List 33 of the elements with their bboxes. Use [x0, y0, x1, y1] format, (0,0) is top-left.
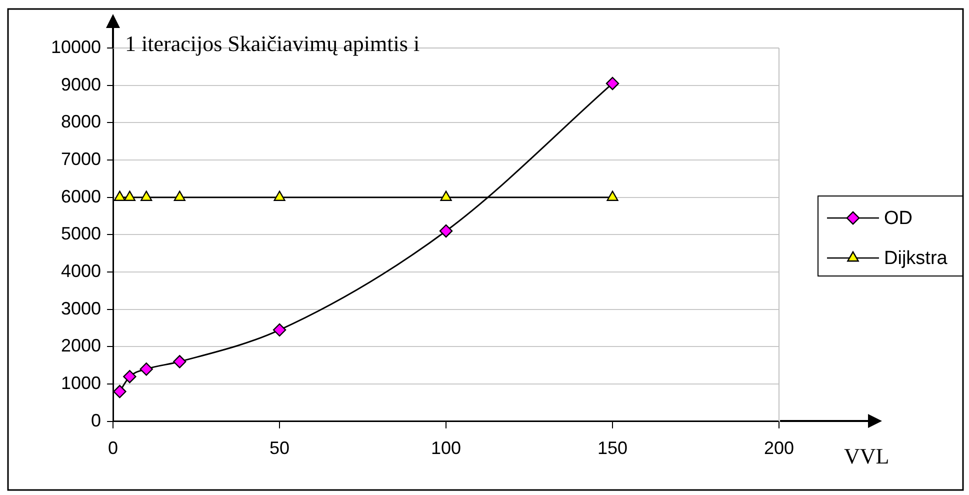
y-tick-label: 2000 — [61, 336, 102, 356]
y-tick-label: 10000 — [50, 36, 102, 57]
legend-label: Dijkstra — [884, 248, 948, 270]
point — [174, 190, 186, 201]
point — [439, 224, 453, 238]
point — [140, 190, 152, 201]
x-tick-label: 200 — [764, 438, 794, 458]
point — [606, 190, 618, 201]
y-tick-label: 0 — [91, 410, 102, 430]
x-tick-label: 50 — [270, 438, 290, 458]
x-tick-label: 100 — [431, 438, 462, 458]
point — [113, 384, 126, 398]
point — [173, 355, 186, 368]
y-tick-label: 8000 — [61, 112, 102, 132]
x-tick-label: 150 — [597, 438, 628, 458]
point — [123, 370, 136, 384]
y-axis-title: 1 iteracijos Skaičiavimų apimtis i — [125, 31, 420, 56]
y-tick-label: 9000 — [61, 74, 102, 94]
y-tick-label: 6000 — [61, 186, 102, 206]
point — [124, 190, 136, 201]
y-tick-label: 5000 — [61, 224, 102, 244]
point — [440, 190, 452, 201]
x-axis-title: VVL — [844, 443, 890, 468]
y-tick-label: 7000 — [61, 148, 102, 169]
point — [274, 190, 286, 201]
y-tick-label: 1000 — [61, 373, 102, 394]
point — [272, 323, 286, 337]
legend-label: OD — [884, 208, 912, 230]
x-tick-label: 0 — [108, 438, 118, 458]
point — [140, 362, 153, 376]
y-tick-label: 4000 — [61, 261, 102, 282]
y-tick-label: 3000 — [61, 298, 102, 318]
point — [114, 190, 126, 201]
